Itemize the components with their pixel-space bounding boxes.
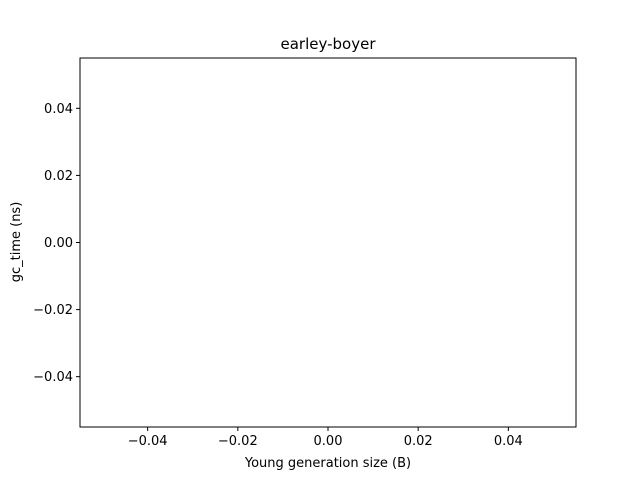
chart-title: earley-boyer xyxy=(281,35,377,53)
y-axis-ticks: −0.04 −0.02 0.00 0.02 0.04 xyxy=(33,102,80,385)
x-tick-label: −0.04 xyxy=(128,434,168,449)
y-tick-label: 0.00 xyxy=(44,236,73,251)
x-tick-label: 0.02 xyxy=(404,434,433,449)
x-tick-label: −0.02 xyxy=(218,434,258,449)
x-axis-label: Young generation size (B) xyxy=(244,456,411,471)
y-tick-label: −0.02 xyxy=(33,303,73,318)
y-tick-label: −0.04 xyxy=(33,370,73,385)
y-tick-label: 0.02 xyxy=(44,169,73,184)
y-axis-label: gc_time (ns) xyxy=(9,202,24,283)
plot-frame xyxy=(79,57,577,428)
x-tick-label: 0.04 xyxy=(494,434,523,449)
plot-background xyxy=(80,58,576,427)
x-tick-label: 0.00 xyxy=(314,434,343,449)
x-axis-ticks: −0.04 −0.02 0.00 0.02 0.04 xyxy=(128,427,523,449)
y-tick-label: 0.04 xyxy=(44,102,73,117)
